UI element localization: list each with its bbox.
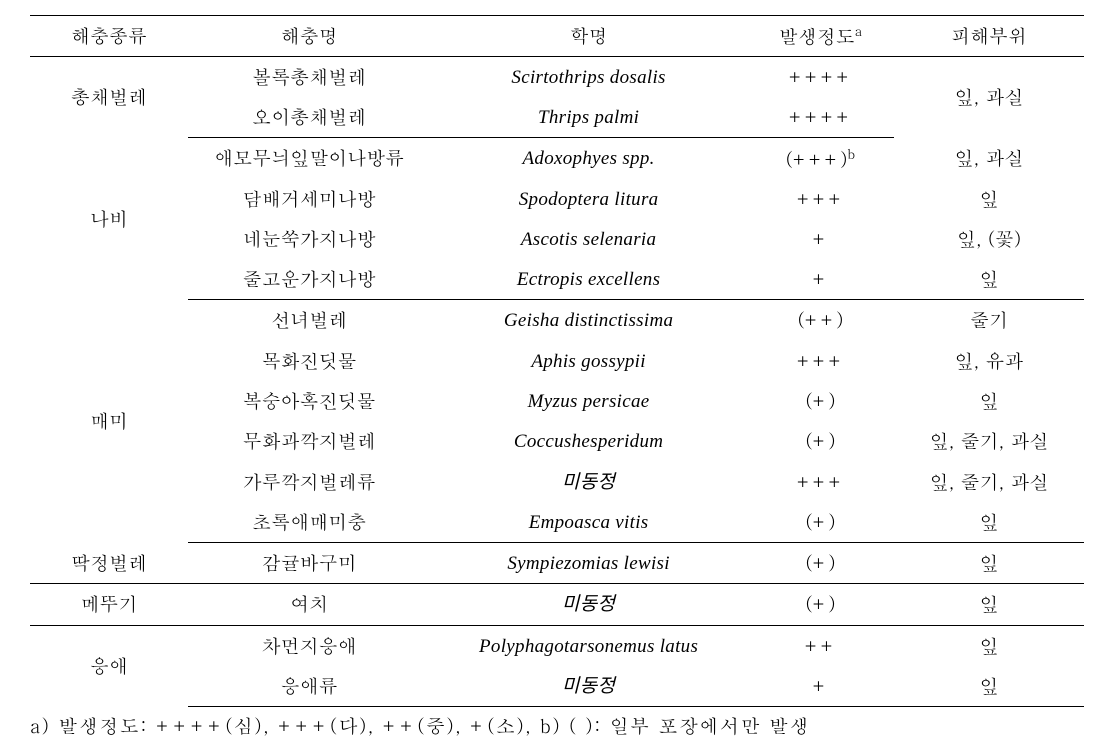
cell-damage: 잎, 과실 [894,138,1084,179]
cell-pestname: 복숭아혹진딧물 [188,381,430,421]
cell-pestname: 여치 [188,584,430,625]
cell-level: (+) [747,584,895,625]
cell-sciname: 미동정 [431,666,747,707]
col-damage: 피해부위 [894,16,1084,57]
cell-pestname: 담배거세미나방 [188,179,430,219]
table-row: 메뚜기여치미동정(+)잎 [30,584,1084,625]
table-row: 나비애모무늬잎말이나방류Adoxophyes spp.(+++)b잎, 과실 [30,138,1084,179]
cell-pestname: 무화과깍지벌레 [188,421,430,461]
cell-level: ++++ [747,97,895,138]
cell-level: ++++ [747,56,895,97]
cell-pestname: 줄고운가지나방 [188,259,430,300]
cell-category: 매미 [30,300,188,543]
cell-level: +++ [747,462,895,502]
cell-damage: 잎 [894,502,1084,543]
cell-damage: 잎, 유과 [894,341,1084,381]
cell-damage: 잎 [894,543,1084,584]
table-row: 초록애매미충Empoasca vitis(+)잎 [30,502,1084,543]
cell-damage: 잎 [894,666,1084,707]
cell-level: (+) [747,381,895,421]
table-header-row: 해충종류 해충명 학명 발생정도a 피해부위 [30,16,1084,57]
table-row: 매미선녀벌레Geisha distinctissima(++)줄기 [30,300,1084,341]
cell-sciname: Scirtothrips dosalis [431,56,747,97]
cell-category: 메뚜기 [30,584,188,625]
cell-sciname: Empoasca vitis [431,502,747,543]
cell-sciname: Ectropis excellens [431,259,747,300]
cell-level: + [747,219,895,259]
table-row: 줄고운가지나방Ectropis excellens+잎 [30,259,1084,300]
table-row: 딱정벌레감귤바구미Sympiezomias lewisi(+)잎 [30,543,1084,584]
cell-level: (+) [747,543,895,584]
cell-pestname: 감귤바구미 [188,543,430,584]
cell-sciname: Coccushesperidum [431,421,747,461]
col-pestname: 해충명 [188,16,430,57]
cell-pestname: 초록애매미충 [188,502,430,543]
cell-sciname: Spodoptera litura [431,179,747,219]
cell-pestname: 응애류 [188,666,430,707]
pest-table: 해충종류 해충명 학명 발생정도a 피해부위 총채벌레볼록총채벌레Scirtot… [30,15,1084,707]
cell-pestname: 오이총채벌레 [188,97,430,138]
cell-pestname: 선녀벌레 [188,300,430,341]
cell-damage: 잎 [894,584,1084,625]
cell-damage: 잎 [894,259,1084,300]
cell-pestname: 가루깍지벌레류 [188,462,430,502]
cell-level: +++ [747,341,895,381]
cell-level: +++ [747,179,895,219]
cell-sciname: 미동정 [431,462,747,502]
cell-sciname: Myzus persicae [431,381,747,421]
cell-level: (+++)b [747,138,895,179]
cell-pestname: 애모무늬잎말이나방류 [188,138,430,179]
cell-pestname: 목화진딧물 [188,341,430,381]
cell-damage: 잎 [894,381,1084,421]
cell-sciname: 미동정 [431,584,747,625]
cell-pestname: 네눈쑥가지나방 [188,219,430,259]
table-row: 복숭아혹진딧물Myzus persicae(+)잎 [30,381,1084,421]
cell-category: 총채벌레 [30,56,188,138]
cell-damage: 잎, 줄기, 과실 [894,421,1084,461]
col-sciname: 학명 [431,16,747,57]
cell-category: 딱정벌레 [30,543,188,584]
cell-sciname: Ascotis selenaria [431,219,747,259]
cell-level: + [747,666,895,707]
table-row: 응애류미동정+잎 [30,666,1084,707]
table-row: 가루깍지벌레류미동정+++잎, 줄기, 과실 [30,462,1084,502]
cell-level: (+) [747,421,895,461]
table-row: 무화과깍지벌레Coccushesperidum(+)잎, 줄기, 과실 [30,421,1084,461]
col-level: 발생정도a [747,16,895,57]
cell-category: 응애 [30,625,188,707]
cell-damage: 잎, 줄기, 과실 [894,462,1084,502]
table-row: 총채벌레볼록총채벌레Scirtothrips dosalis++++잎, 과실 [30,56,1084,97]
table-row: 네눈쑥가지나방Ascotis selenaria+잎, (꽃) [30,219,1084,259]
cell-level: (++) [747,300,895,341]
table-row: 담배거세미나방Spodoptera litura+++잎 [30,179,1084,219]
cell-damage: 잎, (꽃) [894,219,1084,259]
cell-level: (+) [747,502,895,543]
cell-category: 나비 [30,138,188,300]
cell-sciname: Adoxophyes spp. [431,138,747,179]
col-category: 해충종류 [30,16,188,57]
cell-level: + [747,259,895,300]
cell-pestname: 볼록총채벌레 [188,56,430,97]
cell-damage: 줄기 [894,300,1084,341]
cell-damage: 잎, 과실 [894,56,1084,138]
table-footnote: a) 발생정도: ++++(심), +++(다), ++(중), +(소), b… [30,712,1084,739]
cell-sciname: Sympiezomias lewisi [431,543,747,584]
cell-damage: 잎 [894,179,1084,219]
cell-sciname: Thrips palmi [431,97,747,138]
table-row: 목화진딧물Aphis gossypii+++잎, 유과 [30,341,1084,381]
cell-sciname: Geisha distinctissima [431,300,747,341]
cell-sciname: Aphis gossypii [431,341,747,381]
